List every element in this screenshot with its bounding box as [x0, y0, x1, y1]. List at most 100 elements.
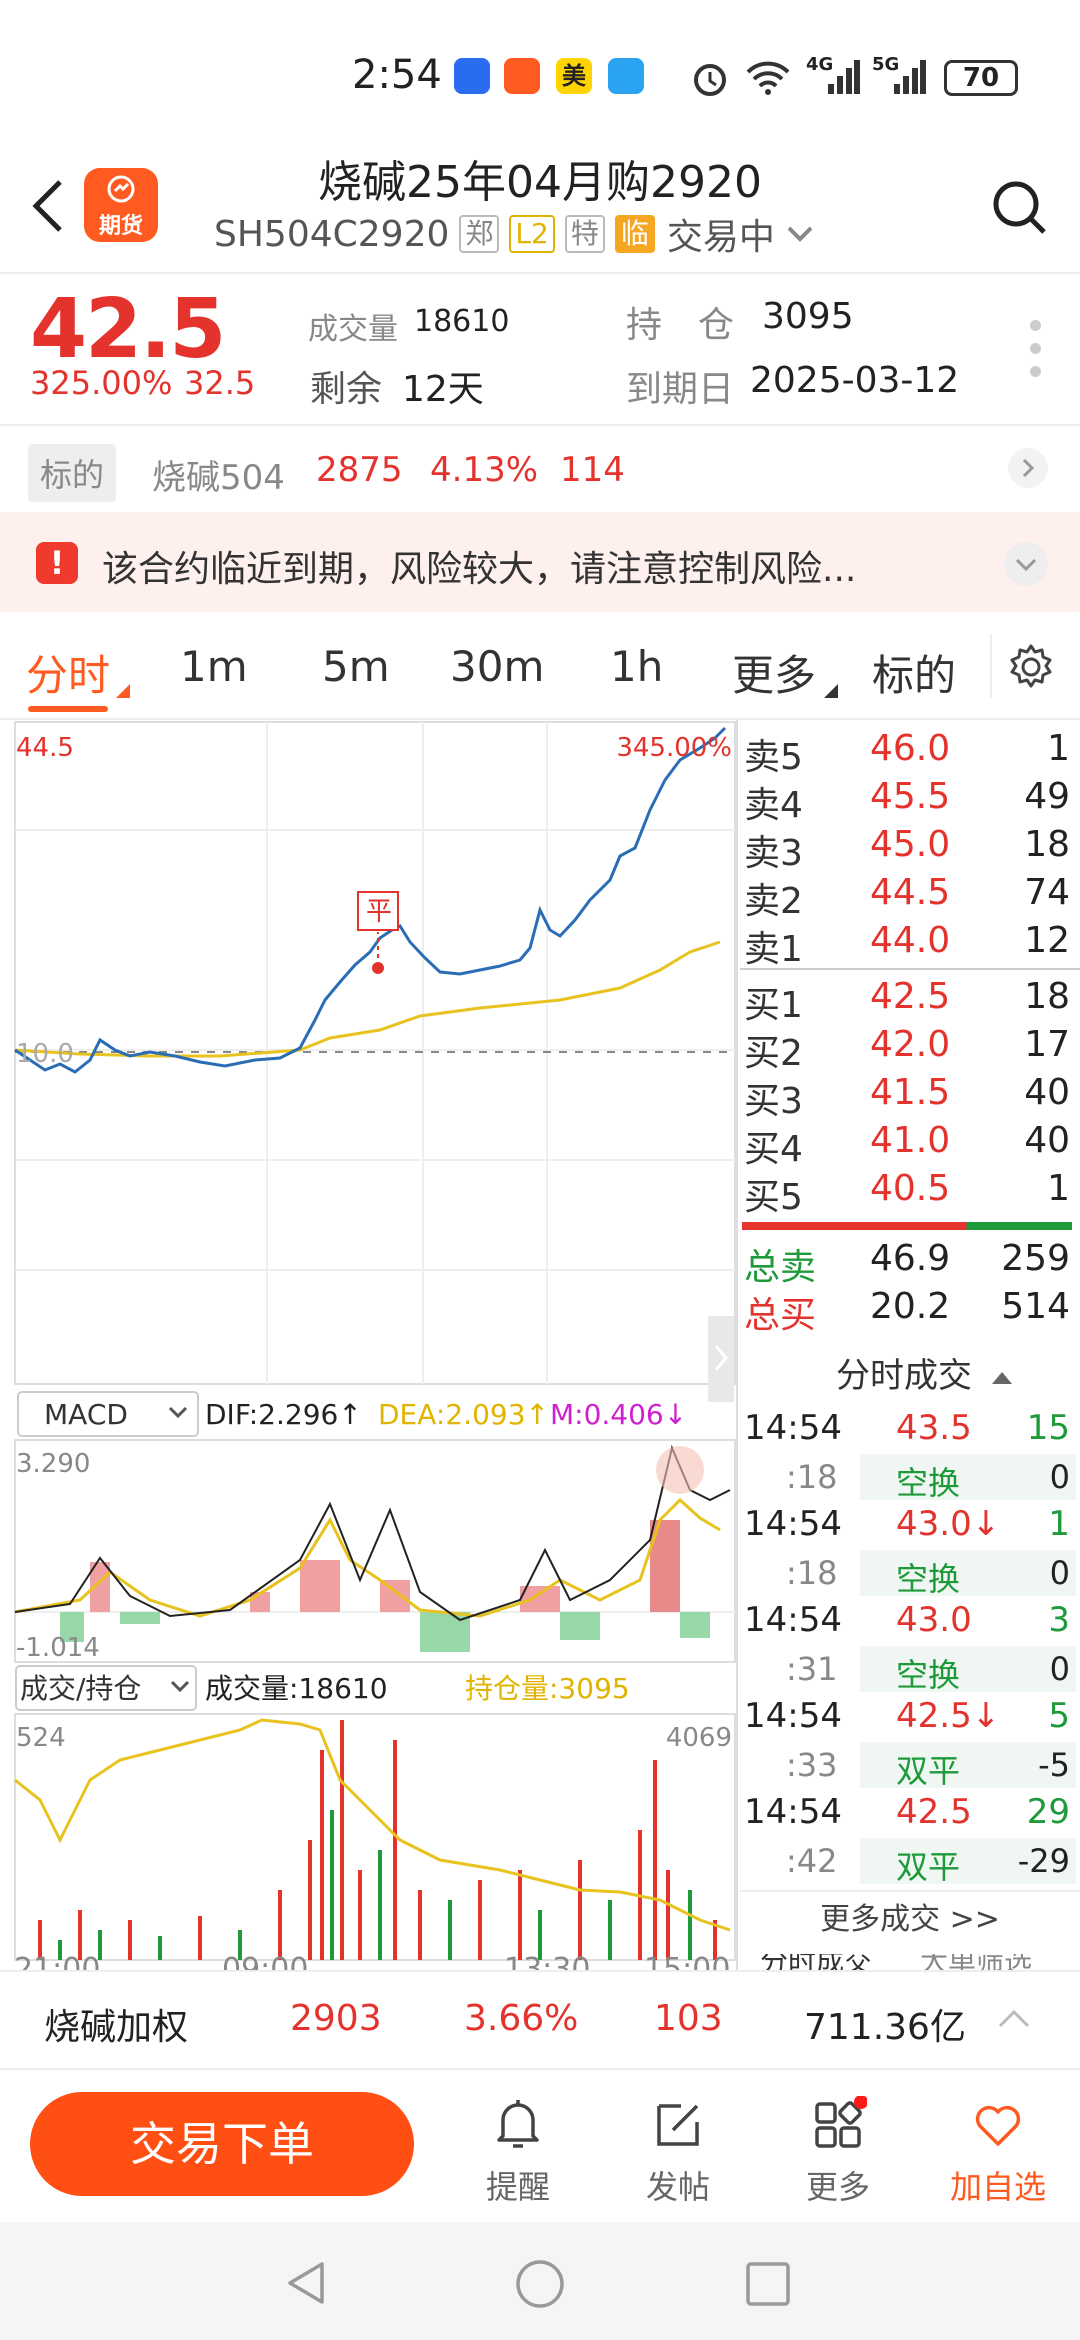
chevron-right-icon[interactable]	[1008, 448, 1048, 488]
tab-more-corner-icon	[824, 684, 838, 698]
ask-row[interactable]: 卖5 46.0 1	[744, 728, 1070, 778]
warning-icon: !	[36, 542, 78, 584]
ask-row[interactable]: 卖3 45.0 18	[744, 824, 1070, 874]
gear-icon[interactable]	[1006, 642, 1056, 692]
tab-underlying[interactable]: 标的	[872, 651, 957, 700]
bid-row[interactable]: 买4 41.0 40	[744, 1120, 1070, 1170]
tab-5m[interactable]: 5m	[322, 642, 390, 691]
macd-histogram	[60, 1520, 710, 1652]
tab-more[interactable]: 更多	[732, 651, 817, 700]
trade-row: 14:54 43.0 3	[744, 1600, 1070, 1640]
ask-row[interactable]: 卖2 44.5 74	[744, 872, 1070, 922]
macd-selector[interactable]	[17, 1391, 199, 1437]
intraday-chart[interactable]: 平 44.5 345.00% 10.0	[14, 721, 736, 1402]
vol-oi: 持仓量:3095	[465, 1672, 630, 1705]
app-icon-cloud	[608, 58, 644, 94]
bid-row[interactable]: 买2 42.0 17	[744, 1024, 1070, 1074]
tab-tick-trades[interactable]: 分时成交	[760, 1954, 872, 1970]
macd-min-label: -1.014	[16, 1633, 100, 1663]
last-price: 42.5	[30, 282, 226, 377]
change-abs: 32.5	[184, 364, 256, 402]
remain-label: 剩余	[310, 369, 383, 410]
trades-left-border	[736, 1340, 738, 1970]
tag-exchange: 郑	[459, 215, 500, 253]
trade-subrow: :31 空换 0	[740, 1646, 1076, 1694]
alert-button[interactable]: 提醒	[458, 2092, 578, 2206]
signal-icon-1	[828, 60, 860, 94]
search-icon[interactable]	[990, 178, 1050, 238]
warning-text: 该合约临近到期，风险较大，请注意控制风险...	[102, 549, 857, 590]
book-divider	[740, 968, 1080, 970]
oi-value: 3095	[762, 296, 854, 337]
tab-big-orders[interactable]: 大单筛选	[920, 1954, 1032, 1970]
more-button[interactable]: 更多	[778, 2092, 898, 2206]
expand-icon[interactable]	[1004, 542, 1048, 586]
app-icon-meituan: 美	[556, 58, 592, 94]
ask-row[interactable]: 卖4 45.5 49	[744, 776, 1070, 826]
vol-selector[interactable]	[15, 1665, 197, 1711]
chart-area[interactable]: 平 44.5 345.00% 10.0 MACD DIF:2.296↑ DEA:…	[0, 720, 1080, 1965]
trade-subrow: :18 空换 0	[740, 1550, 1076, 1598]
more-trades-link[interactable]: 更多成交 >>	[740, 1890, 1080, 1946]
nav-recents-icon[interactable]	[744, 2260, 792, 2308]
macd-panel[interactable]: MACD DIF:2.296↑ DEA:2.093↑ M:0.406↓ 3.29…	[14, 1391, 736, 1663]
time-label: 15:00	[644, 1952, 731, 1970]
trades-title[interactable]: 分时成交	[836, 1348, 1015, 1397]
macd-highlight	[656, 1446, 704, 1494]
marker-box[interactable]	[357, 891, 399, 931]
index-pct: 3.66%	[464, 1998, 579, 2039]
volume-panel[interactable]: 成交/持仓 成交量:18610 持仓量:3095	[14, 1665, 736, 1961]
battery-icon: 70	[944, 60, 1018, 96]
underlying-row[interactable]: 标的 烧碱504 2875 4.13% 114	[0, 424, 1080, 512]
trade-row: 14:54 42.5 29	[744, 1792, 1070, 1832]
chevron-up-icon[interactable]	[996, 2006, 1032, 2030]
alert-label: 提醒	[485, 2168, 550, 2206]
risk-warning-banner[interactable]: ! 该合约临近到期，风险较大，请注意控制风险...	[0, 512, 1080, 612]
logo-text: 期货	[98, 214, 143, 239]
oi-line	[14, 1718, 731, 1932]
expiry-label: 到期日	[626, 369, 735, 410]
system-nav-bar	[0, 2222, 1080, 2340]
back-arrow-icon[interactable]	[30, 178, 66, 234]
tab-intraday[interactable]: 分时	[26, 651, 111, 700]
contract-subline[interactable]: SH504C2920 郑 L2 特 临 交易中	[214, 210, 815, 258]
tab-1m[interactable]: 1m	[180, 642, 248, 691]
order-book: 卖5 46.0 1 卖4 45.5 49 卖3 45.0 18 卖2 44.5 74 卖1 44.…	[736, 720, 1080, 1400]
chevron-down-icon	[787, 226, 813, 242]
bid-row[interactable]: 买3 41.5 40	[744, 1072, 1070, 1122]
tab-30m[interactable]: 30m	[450, 642, 545, 691]
dea-line	[14, 1497, 721, 1618]
futures-logo: 期货	[84, 168, 158, 242]
trade-subrow: :18 空换 0	[740, 1454, 1076, 1502]
dif-line	[14, 1444, 731, 1622]
ask-row[interactable]: 卖1 44.0 12	[744, 920, 1070, 970]
status-time: 2:54	[352, 52, 442, 98]
macd-dea: DEA:2.093↑	[378, 1398, 549, 1431]
buy-sell-ratio-bar	[742, 1222, 1072, 1230]
index-bar[interactable]: 烧碱加权 2903 3.66% 103 711.36亿	[0, 1970, 1080, 2070]
post-label: 发帖	[645, 2168, 710, 2206]
nav-back-icon[interactable]	[282, 2258, 332, 2308]
more-vertical-icon[interactable]	[1030, 320, 1042, 389]
status-bar: 2:54 美 4G 5G 70	[0, 0, 1080, 140]
bid-row[interactable]: 买5 40.5 1	[744, 1168, 1070, 1218]
collapse-handle[interactable]	[708, 1316, 734, 1402]
book-left-border	[736, 720, 738, 1400]
avg-price-line	[14, 940, 721, 1058]
edit-icon	[657, 2104, 699, 2146]
post-button[interactable]: 发帖	[618, 2092, 738, 2206]
bid-row[interactable]: 买1 42.5 18	[744, 976, 1070, 1026]
tab-divider	[990, 634, 992, 698]
underlying-price: 2875	[316, 450, 403, 490]
more-label: 更多	[805, 2168, 870, 2206]
tab-1h[interactable]: 1h	[610, 642, 664, 691]
quote-panel: 42.5 325.00% 32.5 成交量 18610 持 仓 3095 剩余 …	[0, 272, 1080, 422]
tag-special: 特	[564, 215, 605, 253]
add-watchlist-button[interactable]: 加自选	[938, 2092, 1058, 2206]
volume-label: 成交量	[308, 312, 398, 347]
page-title: 烧碱25年04月购2920	[318, 157, 762, 208]
place-order-button[interactable]: 交易下单	[30, 2092, 414, 2196]
nav-home-icon[interactable]	[514, 2258, 566, 2310]
tag-expiring: 临	[614, 215, 655, 253]
tick-trades: 分时成交 14:54 43.5 15 :18 空换 0 14:54 43.0↓ 1 :18 空…	[736, 1340, 1080, 1970]
